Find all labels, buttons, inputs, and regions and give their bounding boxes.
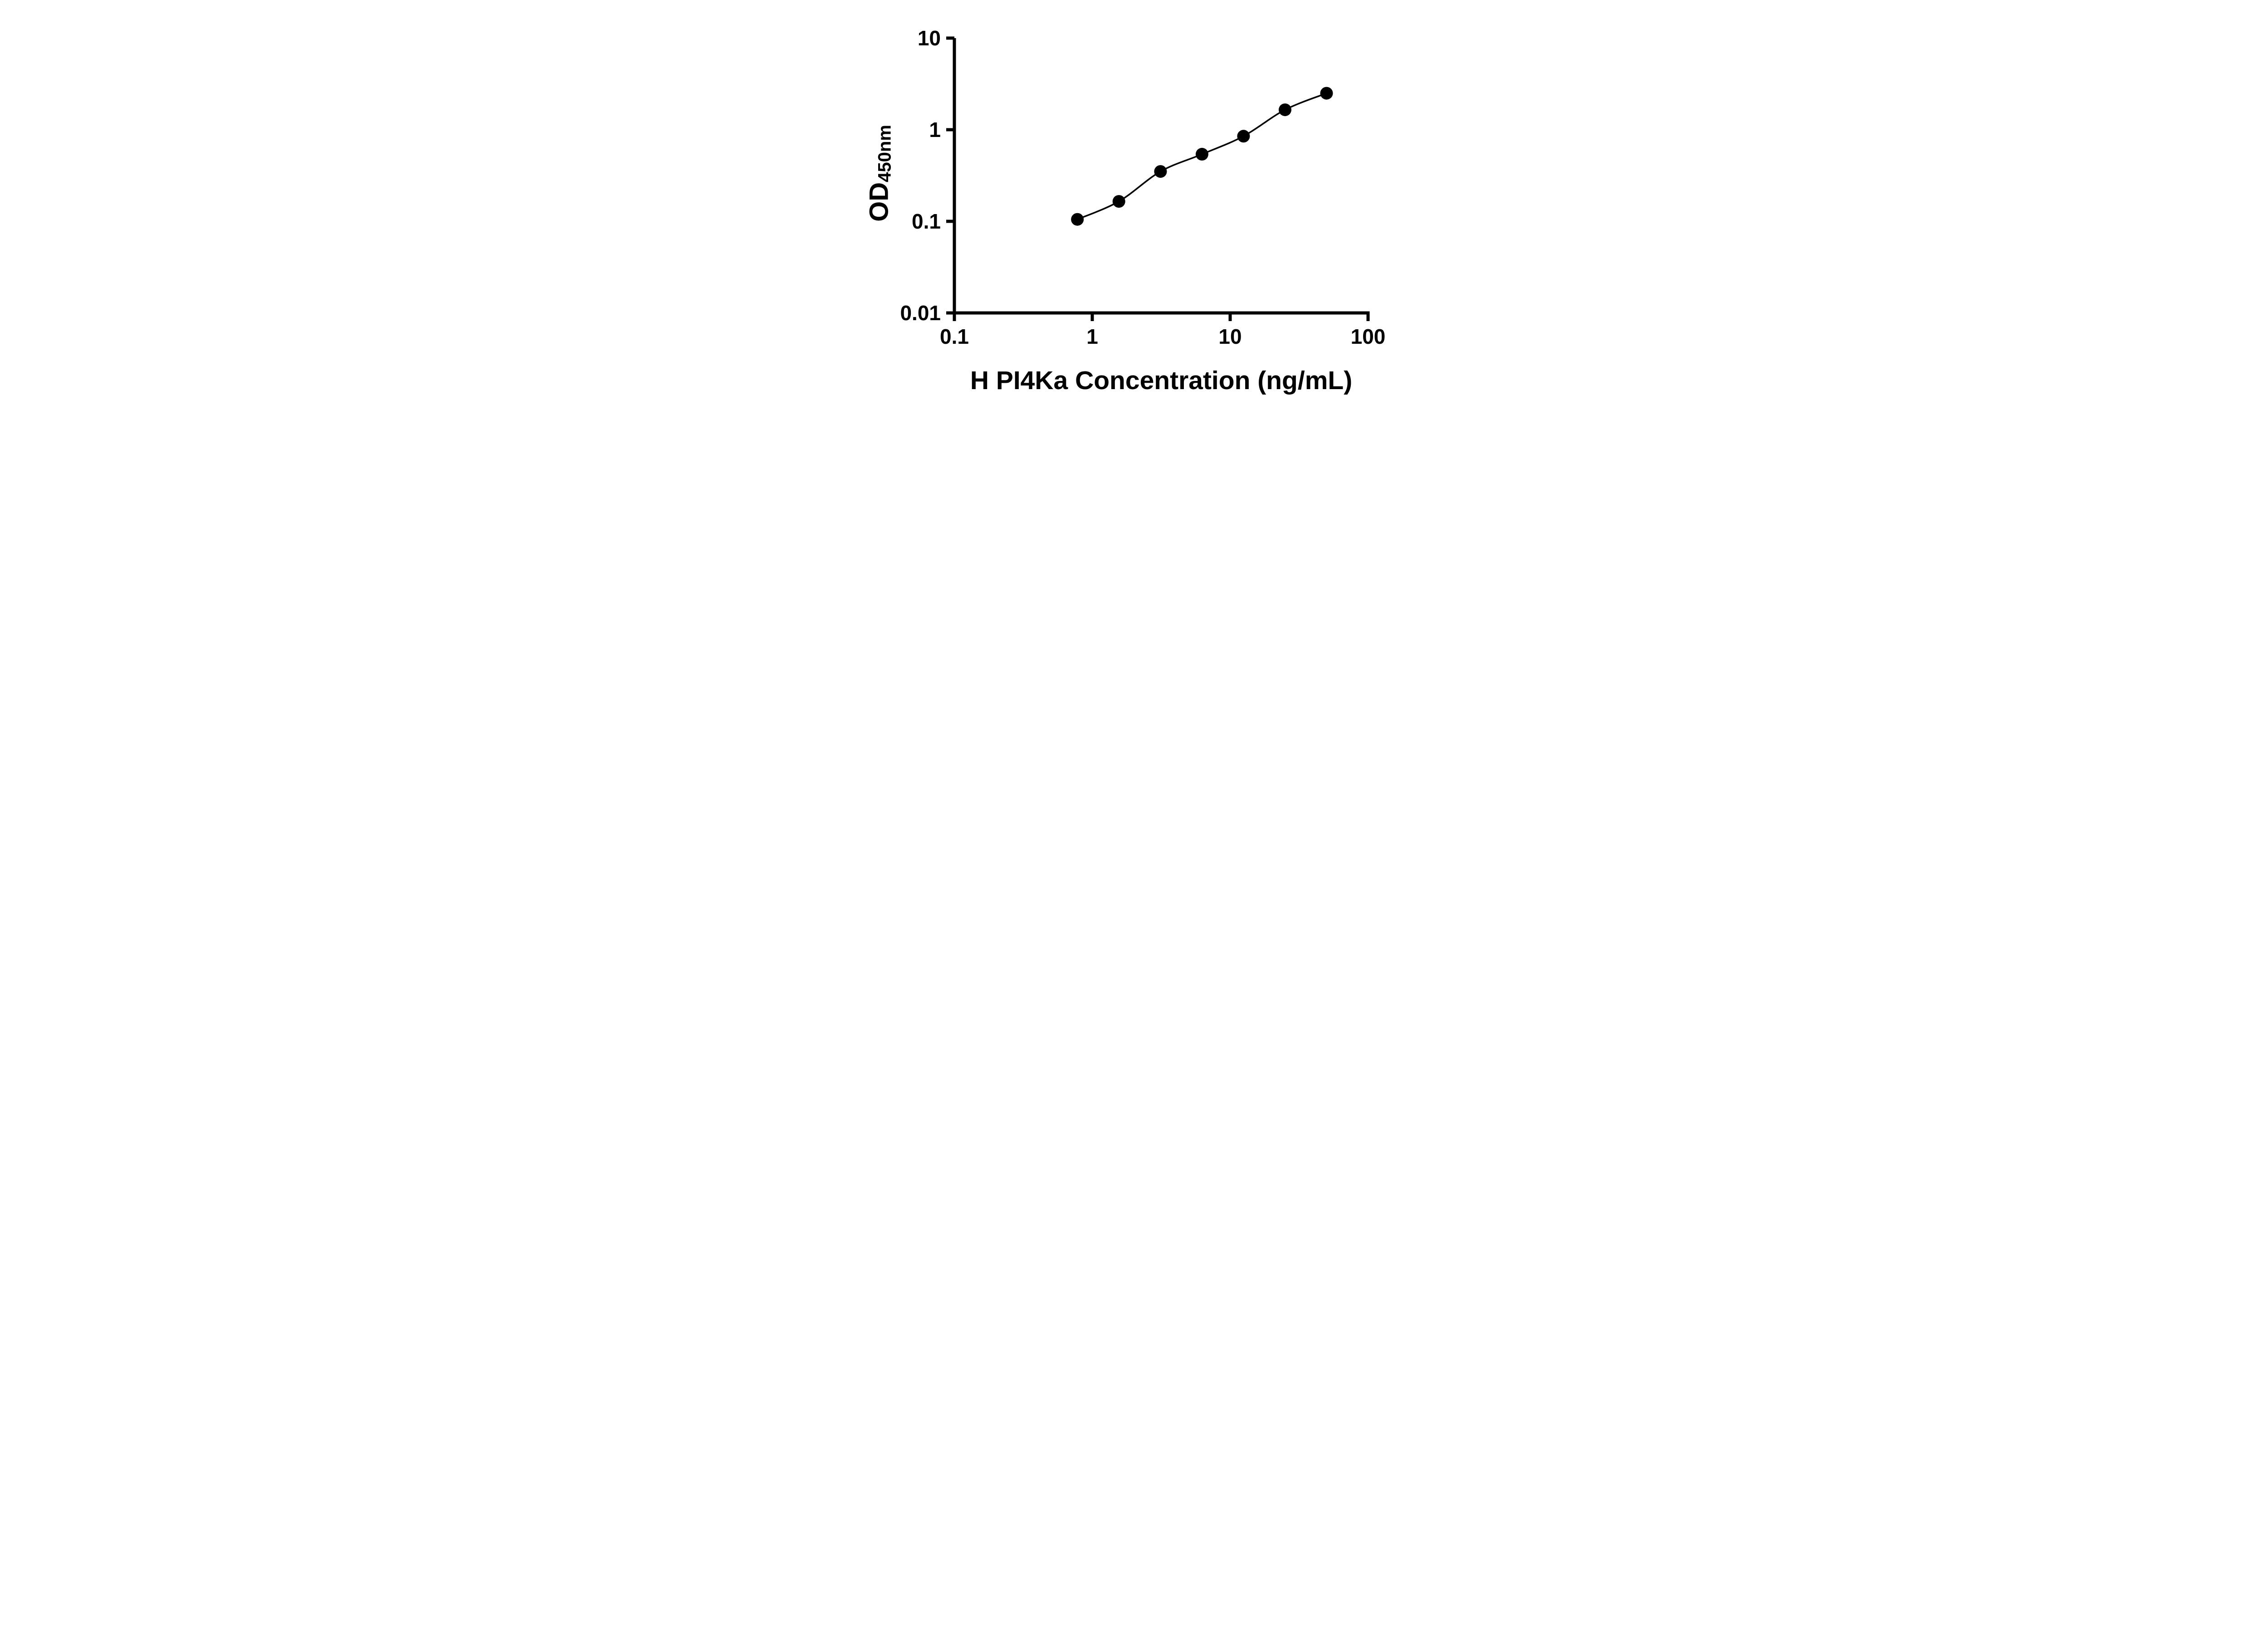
data-point — [1071, 213, 1084, 226]
x-tick-label: 1 — [1086, 325, 1098, 348]
data-point — [1278, 103, 1291, 117]
elisa-standard-curve-figure: 0.1 1 10 100 0.01 0.1 1 10 OD450nm H PI4Ka Conc… — [841, 0, 1427, 412]
y-axis-title-main: OD — [864, 182, 894, 222]
y-axis-title: OD450nm — [864, 125, 895, 222]
y-tick-label: 1 — [929, 118, 941, 141]
data-point — [1195, 148, 1208, 161]
y-axis-title-sub: 450nm — [875, 125, 895, 182]
y-tick-label: 0.1 — [912, 210, 941, 233]
x-tick-label: 0.1 — [940, 325, 969, 348]
data-point — [1320, 87, 1333, 100]
data-point — [1112, 195, 1125, 208]
x-tick-label: 10 — [1218, 325, 1242, 348]
y-tick-label: 0.01 — [900, 301, 941, 325]
x-tick-label: 100 — [1351, 325, 1386, 348]
data-point — [1154, 165, 1167, 178]
x-axis-title: H PI4Ka Concentration (ng/mL) — [970, 366, 1353, 395]
y-tick-label: 10 — [918, 26, 941, 50]
data-point — [1237, 130, 1250, 143]
